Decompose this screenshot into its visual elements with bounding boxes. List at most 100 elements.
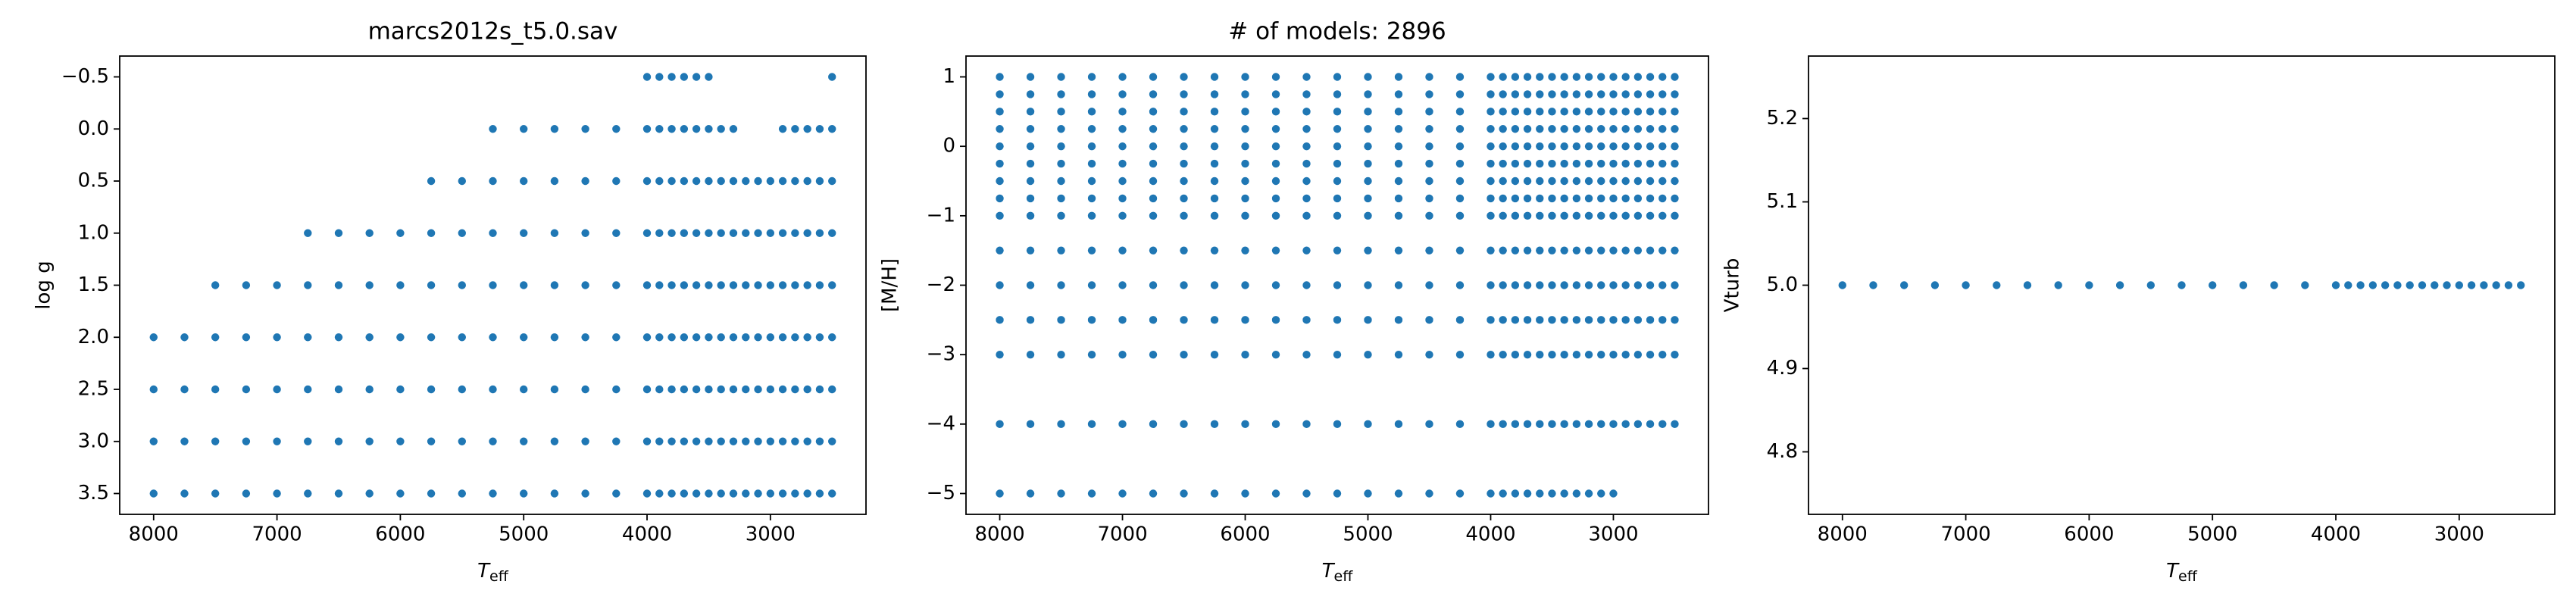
point bbox=[1597, 194, 1605, 203]
point bbox=[149, 437, 158, 445]
plot-frame bbox=[1808, 55, 2556, 515]
point bbox=[1609, 159, 1618, 168]
point bbox=[1180, 350, 1188, 359]
point bbox=[1548, 159, 1556, 168]
point bbox=[1302, 108, 1311, 116]
point bbox=[754, 281, 762, 289]
point bbox=[458, 176, 466, 186]
y-tick-label: −4 bbox=[927, 412, 955, 435]
point bbox=[1633, 194, 1643, 203]
point bbox=[1572, 420, 1581, 429]
point bbox=[1026, 350, 1035, 359]
point bbox=[754, 229, 762, 237]
point bbox=[1241, 73, 1249, 81]
point bbox=[1499, 246, 1507, 255]
point bbox=[1394, 159, 1403, 168]
point bbox=[1597, 125, 1605, 133]
point bbox=[1210, 73, 1219, 81]
point bbox=[1180, 142, 1188, 151]
point bbox=[304, 489, 312, 498]
point bbox=[1364, 194, 1372, 203]
point bbox=[1394, 73, 1403, 81]
point bbox=[396, 437, 405, 445]
point bbox=[1572, 281, 1581, 289]
point bbox=[1087, 489, 1096, 498]
point bbox=[1333, 489, 1342, 498]
point bbox=[729, 125, 738, 133]
point bbox=[1548, 90, 1556, 98]
point bbox=[1560, 176, 1568, 186]
x-tick-label: 3000 bbox=[1588, 523, 1638, 546]
point bbox=[1584, 350, 1593, 359]
point bbox=[1394, 350, 1403, 359]
point bbox=[1671, 108, 1679, 116]
point bbox=[803, 489, 811, 498]
point bbox=[1548, 73, 1556, 81]
point bbox=[1118, 142, 1127, 151]
point bbox=[1149, 489, 1158, 498]
point bbox=[1302, 281, 1311, 289]
point bbox=[1364, 246, 1372, 255]
point bbox=[680, 176, 689, 186]
point bbox=[1572, 246, 1581, 255]
point bbox=[642, 73, 652, 81]
point bbox=[242, 437, 251, 445]
point bbox=[1364, 73, 1372, 81]
point bbox=[717, 489, 725, 498]
point bbox=[1671, 176, 1679, 186]
point bbox=[1584, 125, 1593, 133]
point bbox=[1271, 125, 1280, 133]
point bbox=[1026, 108, 1035, 116]
point bbox=[1394, 90, 1403, 98]
point bbox=[334, 489, 343, 498]
point bbox=[581, 333, 589, 342]
point bbox=[1560, 489, 1568, 498]
point bbox=[1633, 420, 1643, 429]
point bbox=[996, 281, 1004, 289]
point bbox=[1394, 194, 1403, 203]
point bbox=[667, 229, 676, 237]
point bbox=[1597, 142, 1605, 151]
point bbox=[1210, 246, 1219, 255]
point bbox=[791, 229, 799, 237]
point bbox=[1425, 159, 1433, 168]
point bbox=[1609, 281, 1618, 289]
point bbox=[1333, 246, 1342, 255]
point bbox=[612, 281, 621, 289]
point bbox=[1621, 73, 1630, 81]
point bbox=[1646, 176, 1655, 186]
point bbox=[304, 385, 312, 394]
point bbox=[1210, 194, 1219, 203]
point bbox=[1572, 316, 1581, 324]
point bbox=[1057, 108, 1065, 116]
point bbox=[1597, 246, 1605, 255]
point bbox=[778, 125, 787, 133]
point bbox=[1572, 176, 1581, 186]
point bbox=[1584, 316, 1593, 324]
point bbox=[1118, 90, 1127, 98]
point bbox=[1523, 281, 1532, 289]
point bbox=[1455, 211, 1465, 220]
point bbox=[1838, 281, 1846, 289]
point bbox=[655, 437, 664, 445]
point bbox=[655, 281, 664, 289]
point bbox=[996, 194, 1004, 203]
point bbox=[1026, 176, 1035, 186]
point bbox=[1671, 246, 1679, 255]
x-axis-label-sub: eff bbox=[1334, 568, 1354, 585]
point bbox=[1210, 316, 1219, 324]
point bbox=[705, 281, 713, 289]
point bbox=[1087, 420, 1096, 429]
point bbox=[815, 125, 824, 133]
point bbox=[1548, 350, 1556, 359]
point bbox=[1241, 489, 1249, 498]
point bbox=[642, 437, 652, 445]
point bbox=[242, 333, 251, 342]
point bbox=[1597, 211, 1605, 220]
point bbox=[1333, 350, 1342, 359]
point bbox=[149, 385, 158, 394]
point bbox=[791, 437, 799, 445]
point bbox=[1658, 125, 1667, 133]
point bbox=[1057, 489, 1065, 498]
point bbox=[1210, 420, 1219, 429]
